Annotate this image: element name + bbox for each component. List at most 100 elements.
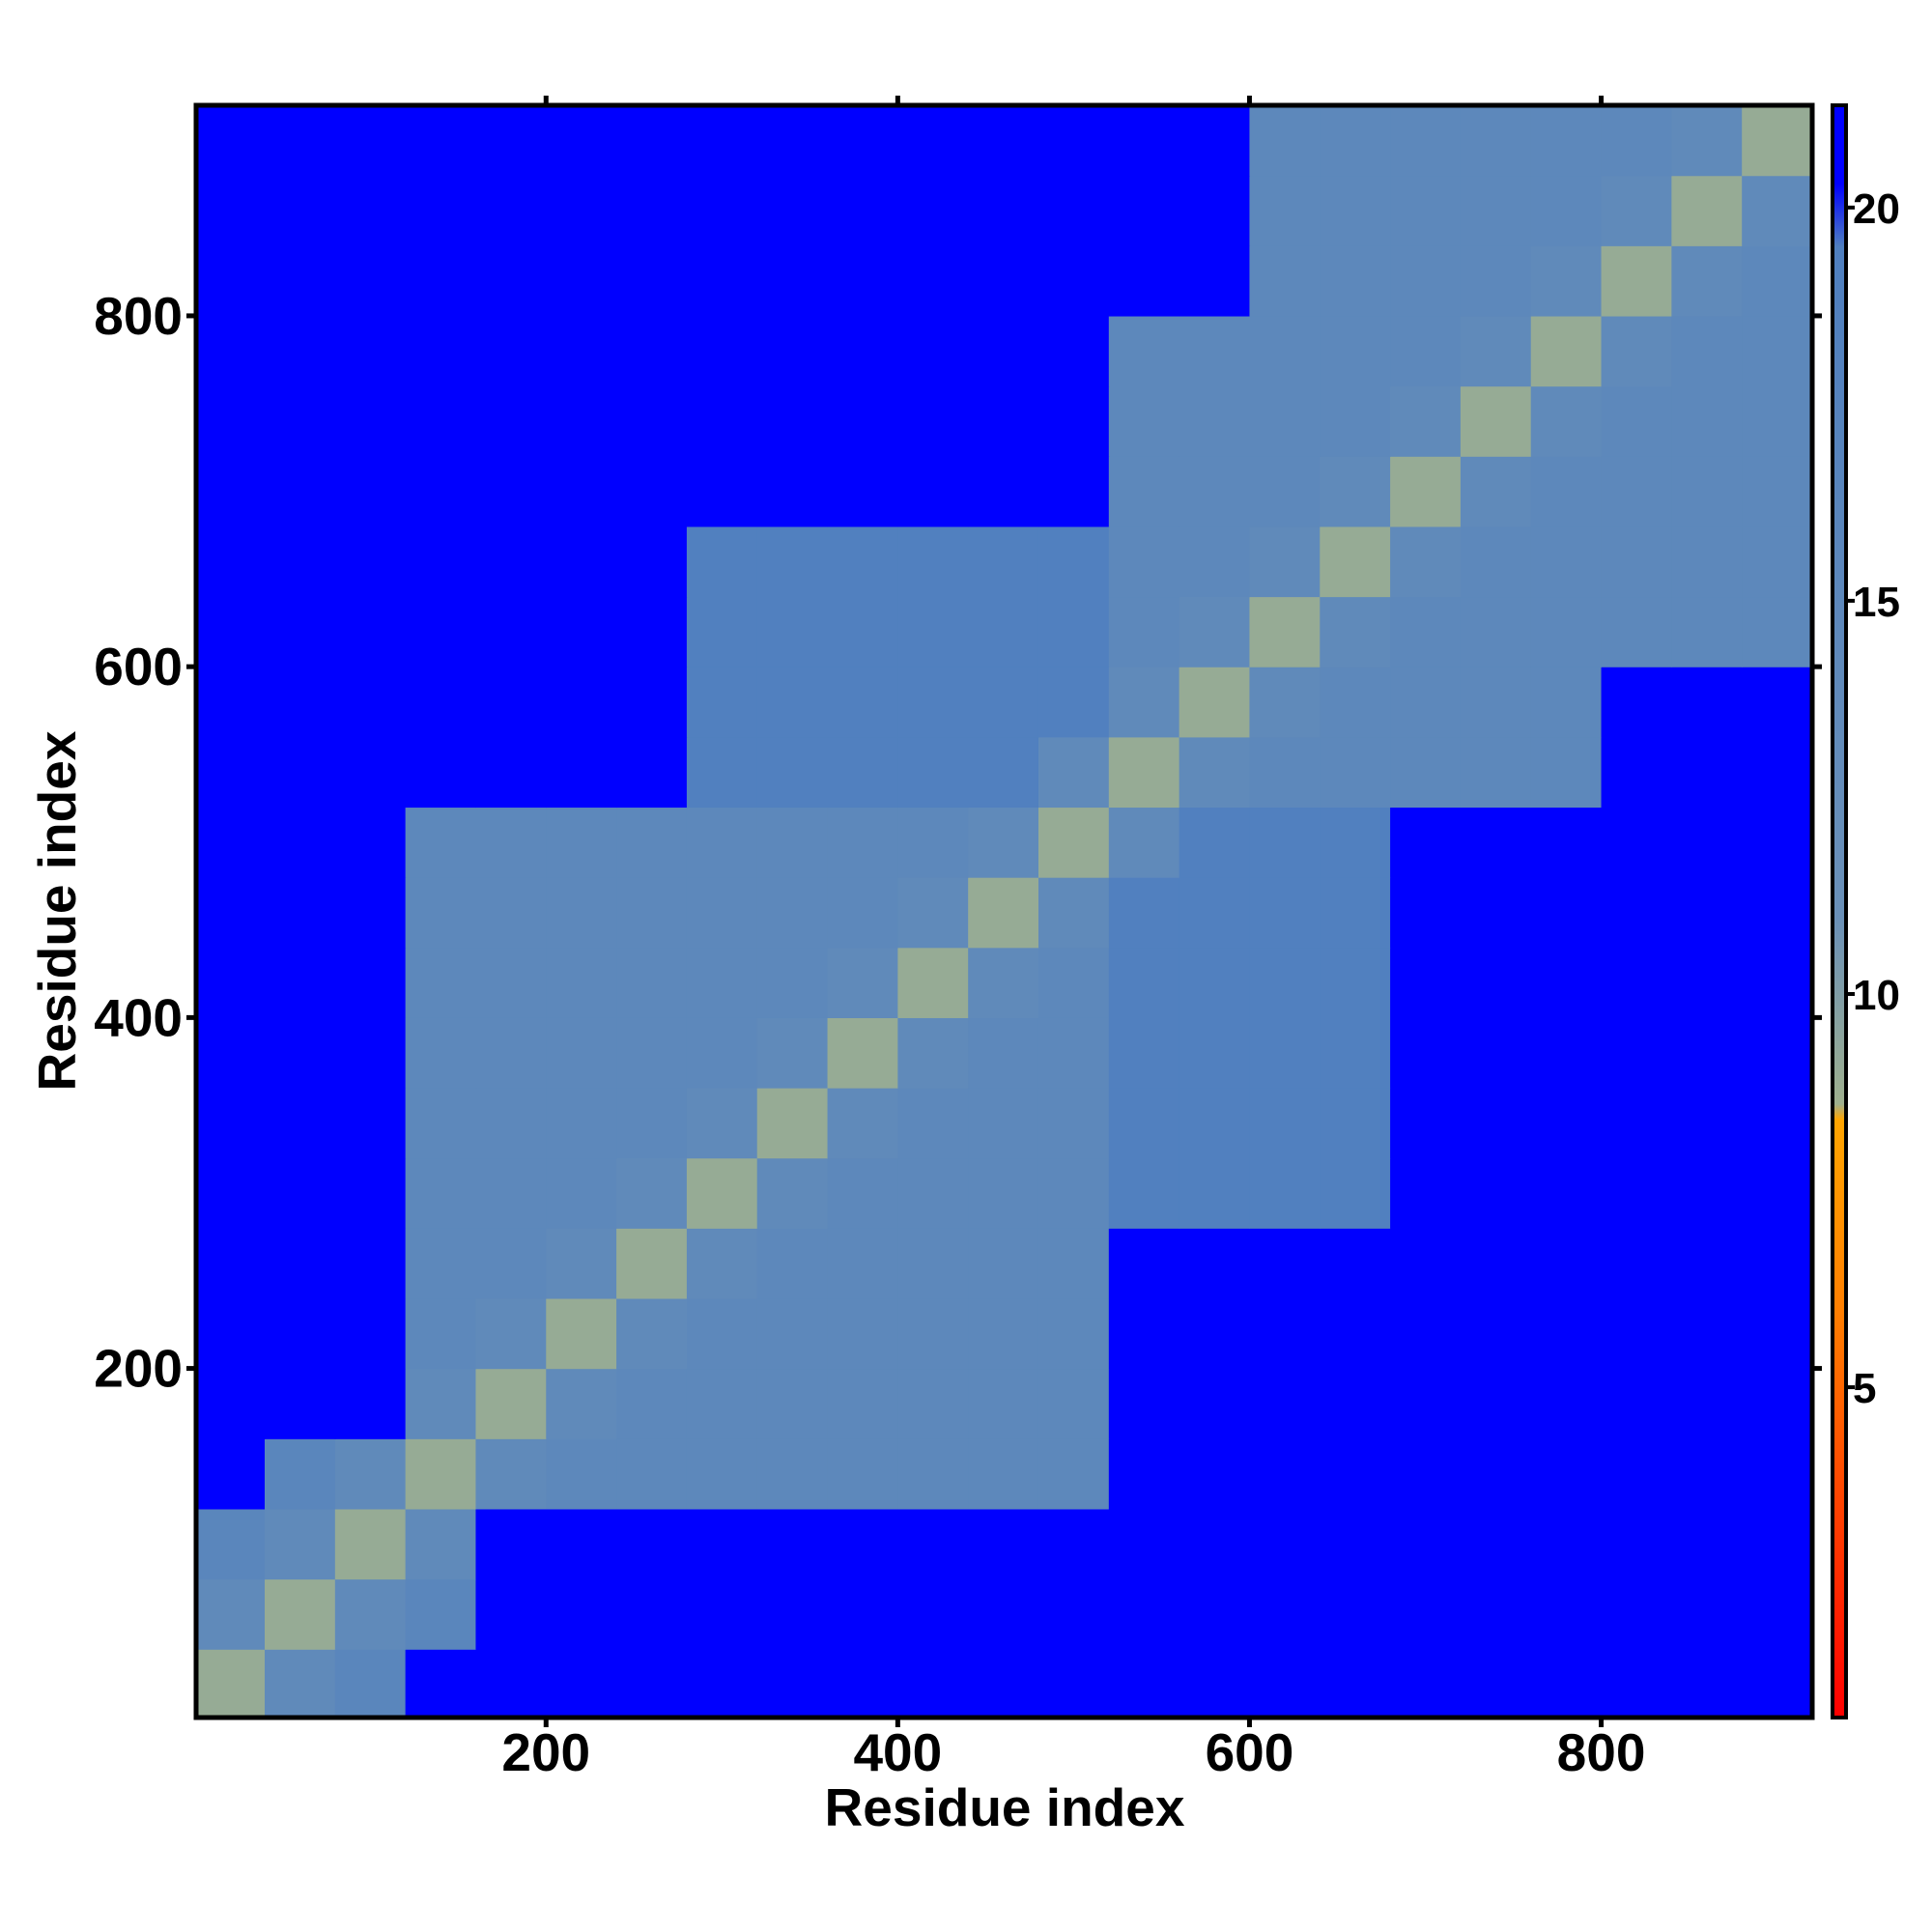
heatmap-cell xyxy=(1742,456,1812,527)
heatmap-cell xyxy=(1108,1578,1180,1650)
heatmap-cell xyxy=(1671,245,1743,317)
heatmap-cell xyxy=(264,1228,336,1299)
heatmap-cell xyxy=(1671,526,1743,598)
heatmap-cell xyxy=(1249,1228,1321,1299)
heatmap-cell xyxy=(897,1297,969,1370)
heatmap-cell xyxy=(827,947,898,1018)
heatmap-cell xyxy=(1320,1228,1391,1299)
heatmap-cell xyxy=(1037,1228,1110,1299)
heatmap-cell xyxy=(475,807,547,878)
heatmap-cell xyxy=(1179,596,1251,668)
heatmap-cell xyxy=(475,667,547,738)
heatmap-cell xyxy=(1037,245,1110,317)
heatmap-cell xyxy=(1390,175,1462,246)
y-tick-label: 800 xyxy=(94,286,183,346)
heatmap-cell xyxy=(1108,667,1180,738)
heatmap-cell xyxy=(264,596,336,668)
heatmap-cell xyxy=(546,105,617,177)
heatmap-cell xyxy=(264,1297,336,1370)
heatmap-cell xyxy=(1601,1228,1672,1299)
x-tick-label: 600 xyxy=(1206,1722,1294,1782)
heatmap-cell xyxy=(264,385,336,457)
heatmap-cell xyxy=(1460,245,1532,317)
heatmap-cell xyxy=(1037,1578,1110,1650)
heatmap-cell xyxy=(686,526,758,598)
heatmap-cell xyxy=(756,736,829,809)
heatmap-cell xyxy=(686,807,758,878)
heatmap-cell xyxy=(1320,526,1391,598)
heatmap-cell xyxy=(1249,1438,1321,1510)
heatmap-cell xyxy=(1530,877,1603,949)
heatmap-cell xyxy=(1320,736,1391,809)
heatmap-cell xyxy=(1530,1368,1603,1439)
heatmap-cell xyxy=(1249,175,1321,246)
heatmap-cell xyxy=(334,1228,407,1299)
heatmap-cell xyxy=(1601,596,1672,668)
heatmap-cell xyxy=(1320,1297,1391,1370)
heatmap-cell xyxy=(1671,947,1743,1018)
heatmap-cell xyxy=(264,1368,336,1439)
heatmap-cell xyxy=(1320,807,1391,878)
heatmap-cell xyxy=(1742,1017,1812,1089)
heatmap-cell xyxy=(546,1297,617,1370)
heatmap-cell xyxy=(1037,1649,1110,1718)
heatmap-cell xyxy=(196,1297,266,1370)
heatmap-cell xyxy=(1601,1157,1672,1229)
x-tick-label: 800 xyxy=(1557,1722,1646,1782)
heatmap-cell xyxy=(1320,105,1391,177)
heatmap-cell xyxy=(827,1368,898,1439)
heatmap-cell xyxy=(1108,1438,1180,1510)
heatmap-cell xyxy=(1320,667,1391,738)
heatmap-cell xyxy=(405,1017,477,1089)
heatmap-cell xyxy=(827,1297,898,1370)
heatmap-cell xyxy=(1601,1017,1672,1089)
heatmap-cell xyxy=(827,1578,898,1650)
heatmap-cell xyxy=(475,526,547,598)
heatmap-cell xyxy=(475,245,547,317)
heatmap-cell xyxy=(1460,1438,1532,1510)
heatmap-cell xyxy=(897,1438,969,1510)
heatmap-cell xyxy=(1249,877,1321,949)
heatmap-cell xyxy=(264,1578,336,1650)
heatmap-cell xyxy=(1390,315,1462,387)
heatmap-cell xyxy=(1460,596,1532,668)
heatmap-cell xyxy=(264,1157,336,1229)
heatmap-cell xyxy=(968,1228,1039,1299)
heatmap-cell xyxy=(1390,1297,1462,1370)
heatmap-cell xyxy=(1742,736,1812,809)
heatmap-cell xyxy=(196,105,266,177)
heatmap-cell xyxy=(1530,1438,1603,1510)
heatmap-cell xyxy=(1742,175,1812,246)
heatmap-cell xyxy=(1601,175,1672,246)
heatmap-cell xyxy=(196,947,266,1018)
heatmap-cell xyxy=(1320,947,1391,1018)
heatmap-cell xyxy=(1742,1297,1812,1370)
heatmap-cell xyxy=(1601,456,1672,527)
heatmap-cell xyxy=(686,1438,758,1510)
heatmap-cell xyxy=(1742,1088,1812,1159)
heatmap-cell xyxy=(475,947,547,1018)
heatmap-cell xyxy=(1530,1578,1603,1650)
heatmap-cell xyxy=(546,1088,617,1159)
heatmap-cell xyxy=(1530,315,1603,387)
heatmap-cell xyxy=(334,1578,407,1650)
heatmap-cell xyxy=(686,315,758,387)
heatmap-cell xyxy=(1390,1368,1462,1439)
heatmap-cell xyxy=(1530,1649,1603,1718)
heatmap-cell xyxy=(1601,245,1672,317)
heatmap-cell xyxy=(827,736,898,809)
heatmap-cell xyxy=(334,385,407,457)
heatmap-cell xyxy=(546,245,617,317)
heatmap-cell xyxy=(1530,736,1603,809)
heatmap-cell xyxy=(264,1088,336,1159)
heatmap-cell xyxy=(546,947,617,1018)
heatmap-cell xyxy=(1460,1368,1532,1439)
heatmap-cell xyxy=(1601,1368,1672,1439)
heatmap-cell xyxy=(405,1649,477,1718)
heatmap-cell xyxy=(1108,1088,1180,1159)
heatmap-cell xyxy=(616,1017,688,1089)
heatmap-cell xyxy=(1390,947,1462,1018)
heatmap-cell xyxy=(475,456,547,527)
heatmap-cell xyxy=(1601,1649,1672,1718)
heatmap-cell xyxy=(1108,947,1180,1018)
